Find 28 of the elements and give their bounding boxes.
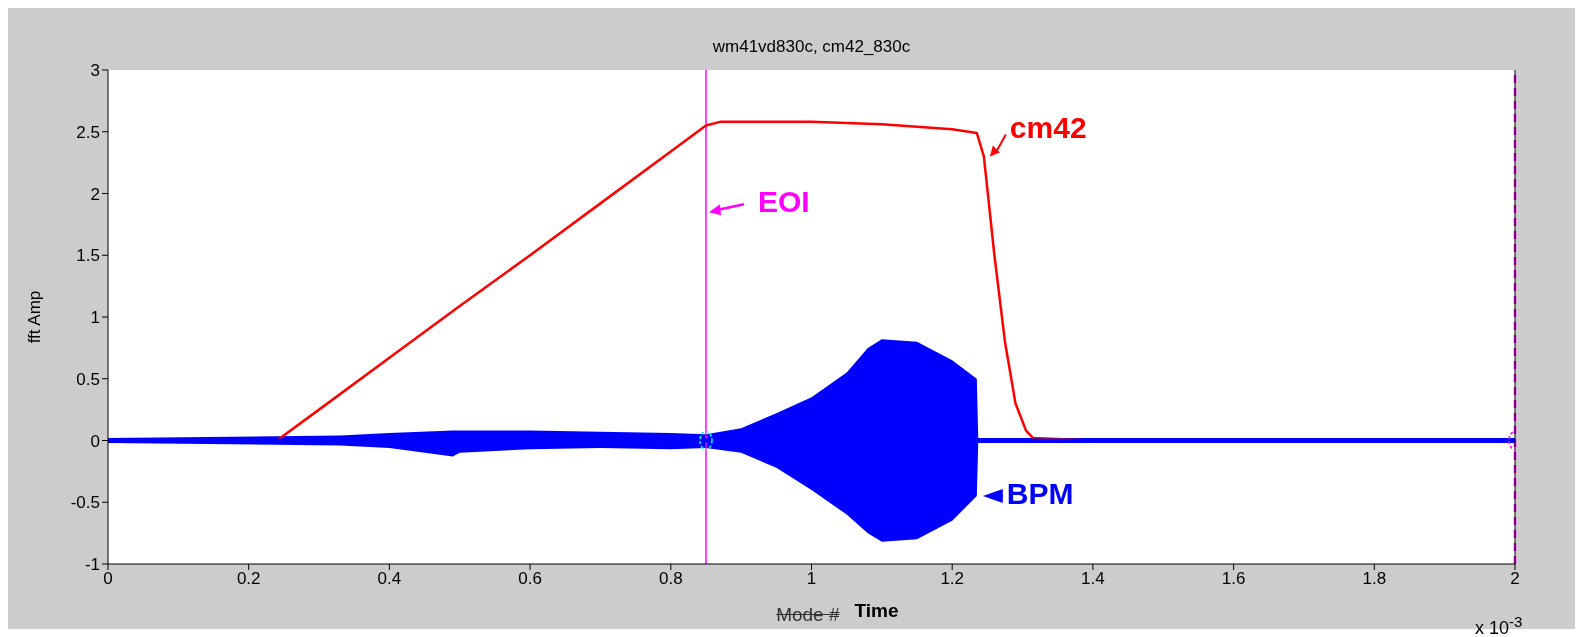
text: x 10$^{-3}$	[1475, 613, 1523, 637]
y-tick-label: 3	[90, 61, 100, 81]
ref-line-label: EOI	[757, 185, 810, 219]
chart-title: wm41vd830c, cm42_830c	[711, 37, 911, 56]
x-axis-title: Time	[854, 600, 899, 621]
y-tick-label: 1.5	[76, 246, 100, 266]
y-axis-title: fft Amp	[25, 290, 44, 344]
y-tick-label: 1	[90, 308, 100, 328]
text: Mode #	[776, 604, 840, 626]
y-tick-label: 0.5	[76, 369, 100, 389]
x-tick-label: 1	[806, 569, 817, 589]
y-tick-label: 2.5	[76, 122, 100, 142]
y-tick-label: -1	[84, 555, 100, 575]
x-tick-label: 0.2	[236, 569, 261, 589]
x-tick-label: 0.4	[377, 569, 402, 589]
y-tick-label: 2	[90, 184, 100, 204]
x-tick-label: 1.2	[940, 569, 965, 589]
legend-label: cm42	[1009, 111, 1087, 145]
x-tick-label: 0	[103, 569, 113, 589]
x-tick-label: 2	[1510, 569, 1520, 589]
y-tick-label: 0	[90, 431, 100, 451]
x-tick-label: 1.8	[1362, 569, 1387, 589]
x-tick-label: 1.4	[1081, 569, 1105, 589]
x-tick-label: 0.6	[518, 569, 542, 589]
x-tick-label: 0.8	[658, 569, 683, 589]
legend-label: BPM	[1006, 477, 1074, 510]
y-tick-label: -0.5	[70, 493, 100, 513]
x-tick-label: 1.6	[1221, 569, 1246, 589]
